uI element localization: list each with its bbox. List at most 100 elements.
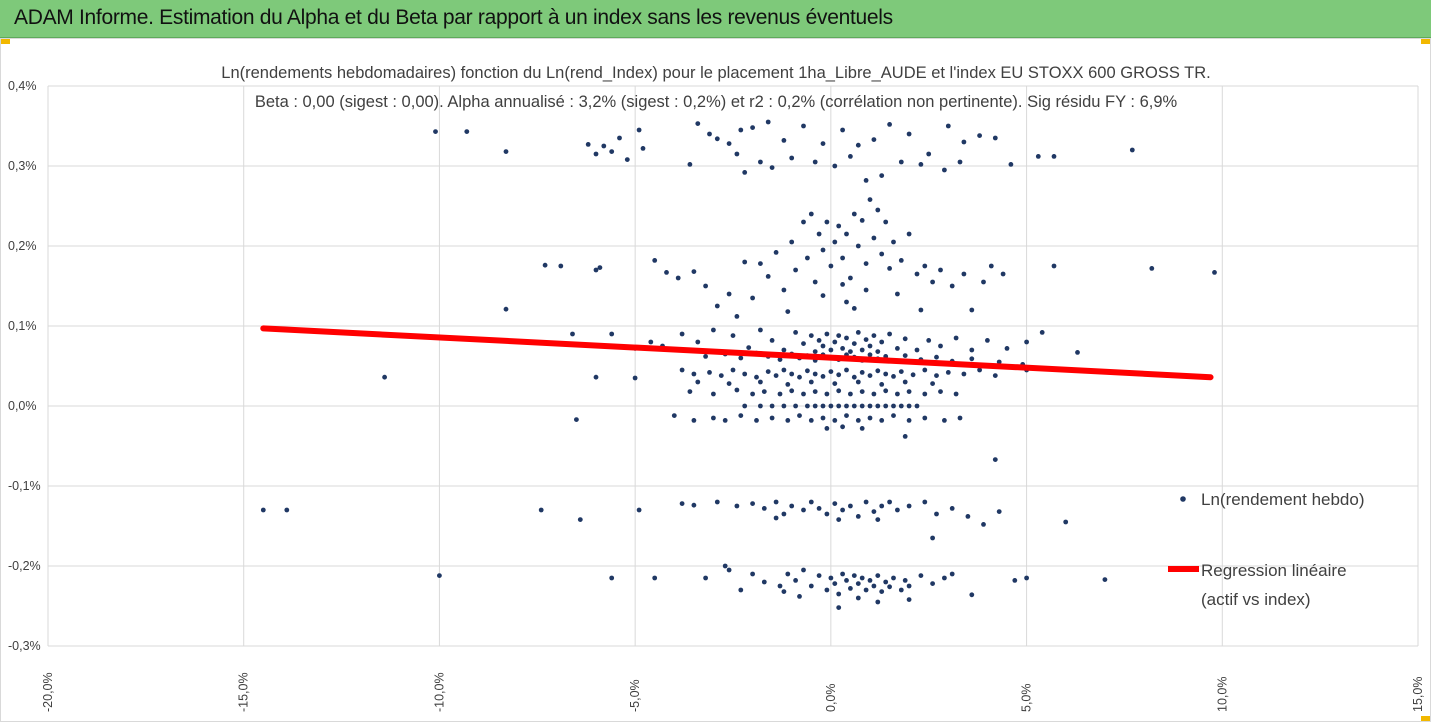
data-point — [942, 418, 947, 423]
data-point — [961, 139, 967, 145]
data-point — [609, 331, 615, 337]
data-point — [887, 266, 892, 271]
data-point — [703, 354, 708, 359]
data-point — [260, 507, 266, 513]
data-point — [832, 418, 838, 423]
data-point — [828, 263, 834, 269]
data-point — [703, 283, 708, 289]
data-point — [1035, 154, 1041, 159]
data-point — [1149, 266, 1155, 271]
data-point — [848, 503, 853, 509]
data-point — [785, 309, 791, 314]
y-axis-ticks: 0,4% 0,3% 0,2% 0,1% 0,0% -0,1% -0,2% -0,3% — [8, 79, 41, 653]
data-point — [895, 291, 900, 297]
data-point — [789, 371, 795, 377]
data-point — [781, 367, 787, 373]
data-point — [957, 159, 963, 165]
data-point — [711, 391, 716, 397]
corner-marker-right — [1421, 38, 1431, 44]
data-point — [863, 587, 869, 593]
data-point — [1051, 263, 1057, 269]
data-point — [820, 141, 826, 147]
data-point — [691, 269, 697, 274]
data-point — [844, 231, 849, 237]
data-point — [1004, 346, 1010, 351]
data-point — [714, 499, 720, 505]
data-point — [981, 279, 986, 285]
data-point — [828, 347, 834, 353]
data-point — [1075, 350, 1080, 355]
data-point — [875, 207, 881, 213]
data-point — [902, 379, 908, 385]
data-point — [949, 506, 955, 511]
x-axis-ticks: -20,0% -15,0% -10,0% -5,0% 0,0% 5,0% 10,0% 15,0… — [41, 672, 1425, 712]
data-point — [570, 331, 575, 337]
data-point — [761, 506, 767, 511]
data-point — [691, 371, 697, 377]
scatter-points — [260, 119, 1217, 610]
data-point — [836, 403, 842, 409]
data-point — [714, 136, 720, 142]
data-point — [828, 369, 834, 374]
x-tick-label: -15,0% — [237, 672, 251, 712]
data-point — [812, 279, 818, 285]
data-point — [542, 262, 548, 268]
data-point — [867, 373, 873, 378]
legend-label-line-2: (actif vs index) — [1201, 590, 1311, 609]
data-point — [675, 275, 681, 281]
data-point — [734, 314, 740, 319]
data-point — [859, 218, 865, 223]
data-point — [738, 127, 744, 133]
data-point — [812, 349, 818, 354]
data-point — [805, 368, 810, 374]
data-point — [750, 501, 755, 506]
legend-label-scatter: Ln(rendement hebdo) — [1201, 490, 1365, 509]
data-point — [758, 159, 763, 165]
x-tick-label: 10,0% — [1215, 677, 1229, 712]
data-point — [840, 424, 845, 430]
data-point — [918, 307, 924, 313]
data-point — [726, 291, 732, 297]
data-point — [844, 413, 849, 418]
data-point — [464, 129, 470, 135]
data-point — [871, 583, 877, 589]
data-point — [769, 165, 775, 171]
chart-title-line-1: Ln(rendements hebdomadaires) fonction du… — [221, 64, 1210, 82]
data-point — [793, 403, 798, 409]
data-point — [617, 135, 622, 141]
data-point — [883, 219, 889, 225]
data-point — [820, 374, 826, 379]
data-point — [969, 356, 975, 362]
data-point — [922, 367, 928, 373]
data-point — [695, 379, 701, 385]
data-point — [871, 333, 877, 338]
data-point — [840, 346, 845, 351]
x-tick-label: 5,0% — [1020, 684, 1034, 713]
data-point — [988, 263, 994, 269]
data-point — [777, 391, 783, 397]
data-point — [687, 162, 693, 167]
data-point — [754, 418, 759, 423]
data-point — [734, 151, 740, 157]
data-point — [922, 499, 928, 505]
data-point — [898, 403, 904, 409]
data-point — [703, 575, 708, 581]
data-point — [632, 375, 638, 381]
data-point — [789, 503, 795, 509]
data-point — [832, 501, 838, 506]
data-point — [284, 507, 290, 513]
data-point — [707, 131, 712, 137]
y-tick-label: 0,4% — [8, 79, 37, 93]
data-point — [855, 581, 861, 586]
data-point — [859, 389, 865, 394]
data-point — [773, 515, 779, 521]
data-point — [879, 382, 885, 387]
data-point — [879, 339, 885, 345]
data-point — [808, 418, 814, 423]
data-point — [863, 261, 869, 266]
data-point — [977, 367, 982, 373]
data-point — [906, 403, 912, 409]
data-point — [824, 426, 830, 431]
data-point — [648, 339, 654, 345]
data-point — [840, 571, 845, 577]
